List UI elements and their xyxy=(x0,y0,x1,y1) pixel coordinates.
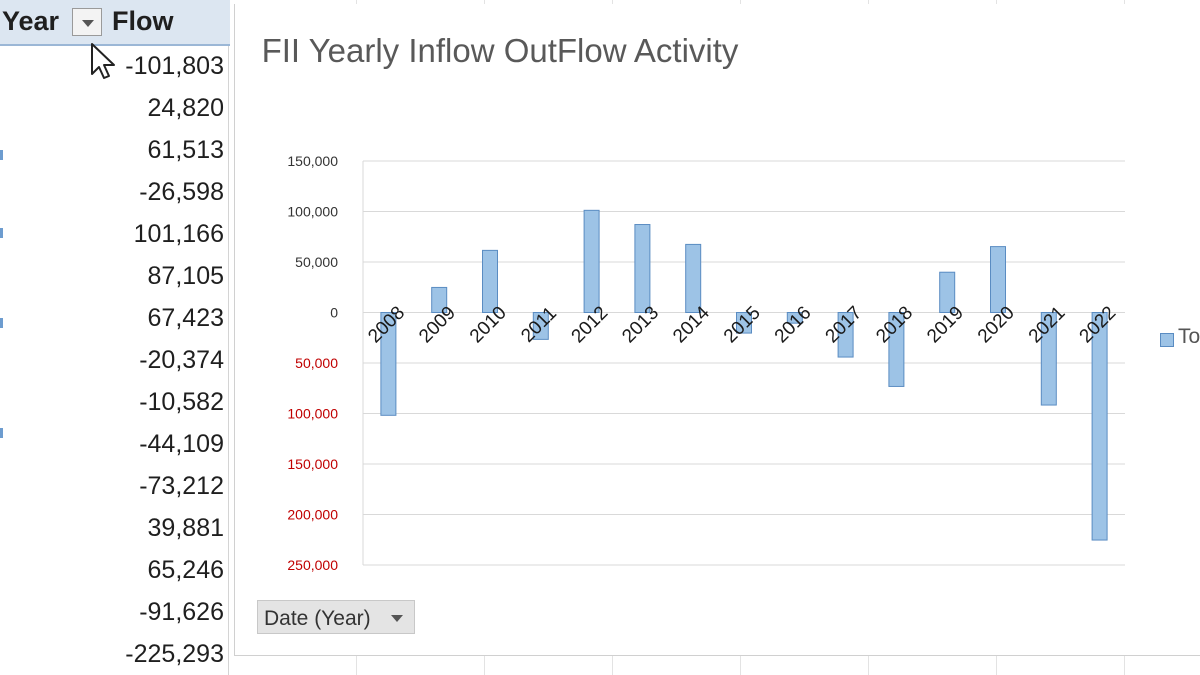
flow-value-cell[interactable]: 61,513 xyxy=(147,136,224,164)
bar-2020[interactable] xyxy=(990,246,1006,314)
x-tick-label: 2016 xyxy=(771,302,816,347)
x-tick-label: 2009 xyxy=(415,302,460,347)
bar-2011[interactable] xyxy=(532,312,549,340)
y-tick-label: 150,000 xyxy=(287,153,338,169)
pivot-header: Year Flow xyxy=(0,0,230,46)
x-tick-label: 2010 xyxy=(466,302,511,347)
x-tick-label: 2013 xyxy=(618,302,663,347)
year-filter-dropdown-button[interactable] xyxy=(72,8,102,36)
flow-value-cell[interactable]: 87,105 xyxy=(147,262,224,290)
y-tick-label: 50,000 xyxy=(295,254,338,270)
y-tick-label: 50,000 xyxy=(295,355,338,371)
flow-value-cell[interactable]: 24,820 xyxy=(147,94,224,122)
x-tick-label: 2014 xyxy=(669,302,714,347)
bar-2017[interactable] xyxy=(837,312,854,358)
mouse-pointer-icon xyxy=(91,43,115,79)
legend-label: To xyxy=(1178,325,1200,348)
y-tick-label: 100,000 xyxy=(287,406,338,422)
x-tick-label: 2015 xyxy=(720,302,765,347)
x-tick-label: 2012 xyxy=(568,302,613,347)
chevron-down-icon xyxy=(82,20,94,27)
pivot-table: Year Flow -101,803 24,820 61,513 -26,598 101… xyxy=(0,0,230,675)
bar-2014[interactable] xyxy=(685,243,702,313)
flow-value-cell[interactable]: -225,293 xyxy=(125,640,224,668)
bar-2016[interactable] xyxy=(786,312,803,324)
y-tick-label: 200,000 xyxy=(287,507,338,523)
flow-value-cell[interactable]: 39,881 xyxy=(147,514,224,542)
bar-2015[interactable] xyxy=(736,312,752,334)
chevron-down-icon xyxy=(391,615,403,622)
legend-swatch xyxy=(1160,333,1174,347)
flow-value-cell[interactable]: -73,212 xyxy=(139,472,224,500)
y-tick-label: 0 xyxy=(330,305,338,321)
year-header: Year xyxy=(2,6,60,36)
bar-2018[interactable] xyxy=(888,312,905,387)
bar-2008[interactable] xyxy=(380,312,397,416)
legend[interactable]: To xyxy=(1160,320,1200,360)
y-tick-label: 150,000 xyxy=(287,456,338,472)
flow-value-cell[interactable]: 67,423 xyxy=(147,304,224,332)
date-year-field-button[interactable]: Date (Year) xyxy=(257,600,415,634)
bar-2019[interactable] xyxy=(939,271,956,313)
y-tick-label: 250,000 xyxy=(287,557,338,573)
bar-2013[interactable] xyxy=(634,224,651,314)
flow-value-cell[interactable]: -26,598 xyxy=(139,178,224,206)
bar-2012[interactable] xyxy=(583,209,600,313)
flow-value-cell[interactable]: -101,803 xyxy=(125,52,224,80)
flow-value-cell[interactable]: -20,374 xyxy=(139,346,224,374)
flow-header: Flow xyxy=(112,6,174,36)
x-tick-label: 2011 xyxy=(517,303,561,347)
flow-value-cell[interactable]: 101,166 xyxy=(133,220,224,248)
date-year-label: Date (Year) xyxy=(264,607,371,630)
bar-2009[interactable] xyxy=(431,286,448,313)
y-tick-label: 100,000 xyxy=(287,204,338,220)
bar-2010[interactable] xyxy=(482,249,498,314)
chart-title: FII Yearly Inflow OutFlow Activity xyxy=(261,32,739,69)
flow-value-cell[interactable]: -10,582 xyxy=(139,388,224,416)
column-divider xyxy=(228,46,229,675)
bar-2021[interactable] xyxy=(1040,312,1057,406)
flow-value-cell[interactable]: 65,246 xyxy=(147,556,224,584)
flow-value-cell[interactable]: -91,626 xyxy=(139,598,224,626)
x-tick-label: 2019 xyxy=(923,302,968,347)
bar-2022[interactable] xyxy=(1091,312,1108,541)
x-tick-label: 2020 xyxy=(974,302,1019,347)
flow-value-cell[interactable]: -44,109 xyxy=(139,430,224,458)
